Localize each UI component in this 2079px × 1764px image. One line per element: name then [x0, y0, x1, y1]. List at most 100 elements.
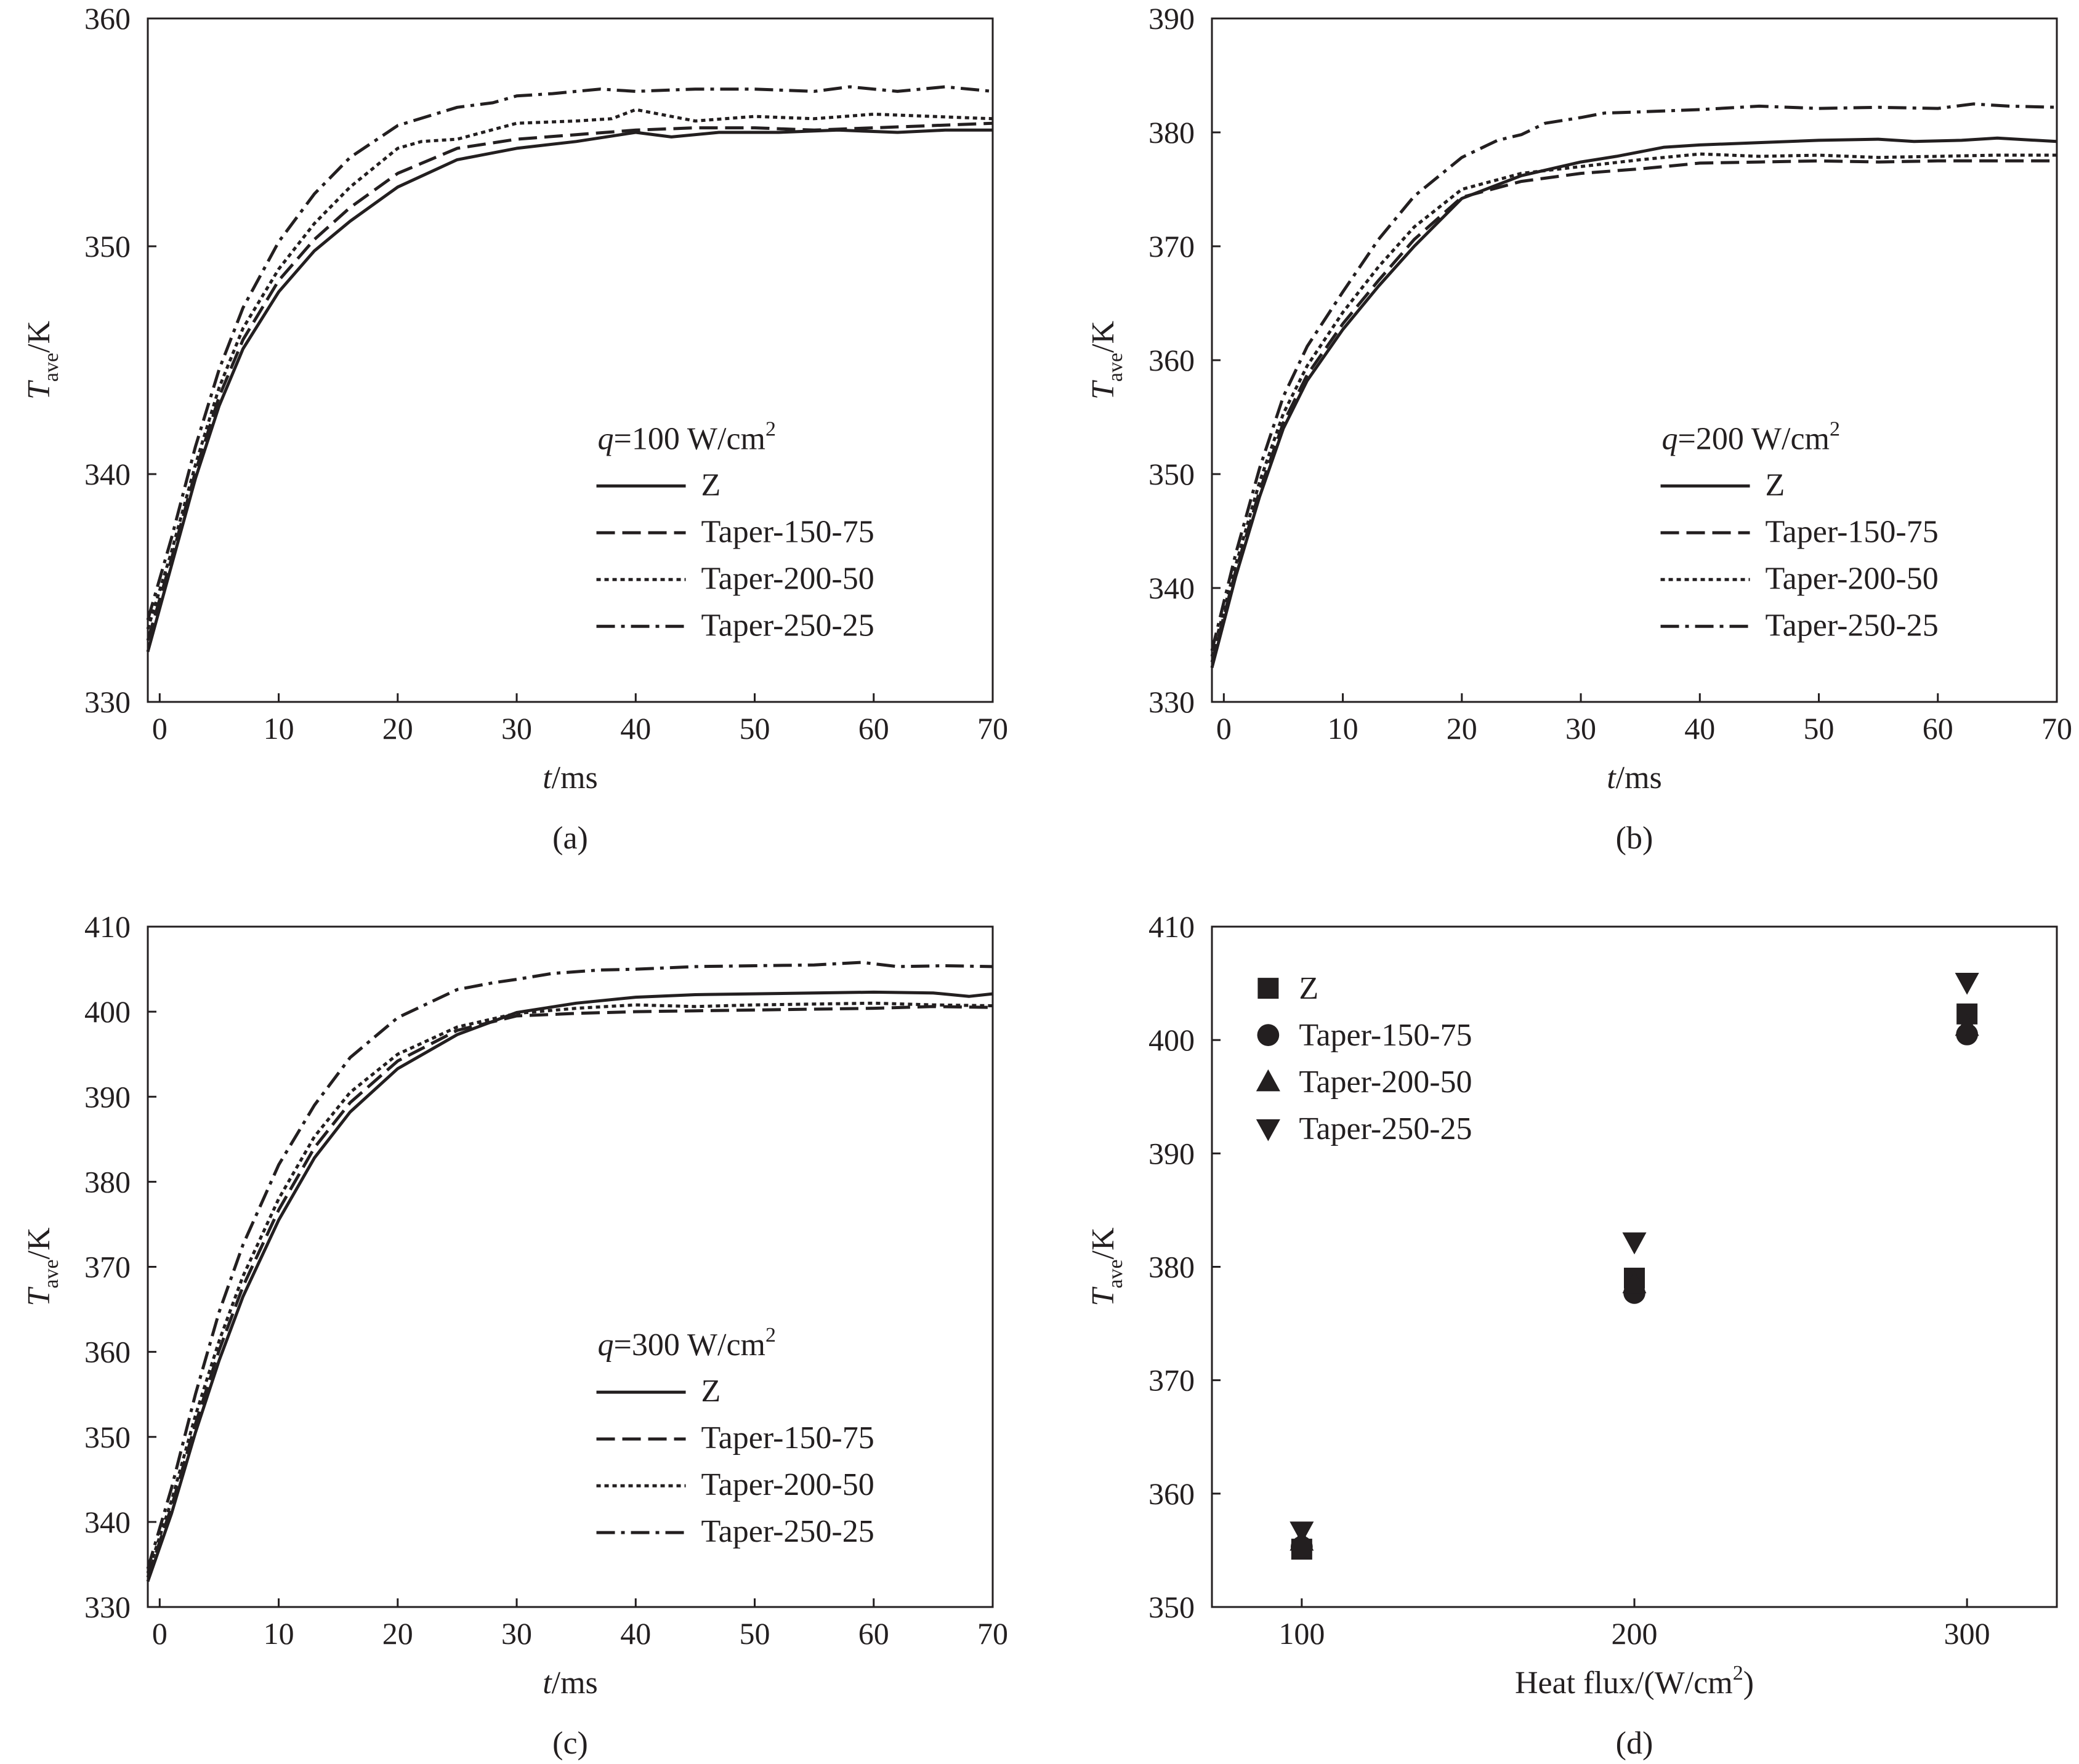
y-tick-label: 340	[1148, 571, 1195, 605]
y-tick-label: 380	[84, 1164, 131, 1199]
x-tick-label: 0	[152, 711, 168, 746]
x-tick-label: 0	[1216, 711, 1232, 746]
x-tick-label: 30	[501, 711, 532, 746]
series-line-z	[1210, 136, 2057, 669]
legend-label: Taper-150-75	[701, 1420, 874, 1456]
x-tick-label: 40	[1684, 711, 1715, 746]
x-axis-label-sup: 2	[1733, 1662, 1743, 1685]
series-line-taper-150-75	[146, 1005, 993, 1578]
y-tick-label: 350	[84, 229, 131, 264]
y-axis-label-var: T	[22, 380, 57, 400]
y-tick-label: 340	[84, 457, 131, 491]
series-line-taper-250-25	[146, 961, 993, 1569]
annotation-var: q	[598, 1327, 614, 1363]
x-axis-label: t/ms	[543, 1665, 598, 1701]
y-tick-label: 330	[84, 1590, 131, 1624]
annotation-text: =300 W/cm	[614, 1327, 765, 1363]
chart-b: 0 10 20 30 40 50 60 70 330 340 350 360 370 380 390 t/ms…	[1086, 1, 2072, 856]
y-tick-label: 380	[1148, 115, 1195, 150]
y-axis-label: Tave/K	[1086, 320, 1127, 400]
point-taper-200-50	[1622, 1271, 1647, 1294]
series-line-taper-200-50	[1210, 152, 2057, 657]
x-tick-label: 40	[620, 1616, 651, 1651]
chart-d: 100 200 300 350 360 370 380 390 400 410 Heat flux/…	[1086, 909, 2058, 1761]
x-axis-label: Heat flux/(W/cm2)	[1515, 1662, 1754, 1701]
annotation-sup: 2	[765, 1324, 776, 1347]
y-tick-label: 350	[84, 1420, 131, 1454]
y-tick-label: 370	[1148, 1363, 1195, 1398]
y-tick-label: 390	[1148, 1, 1195, 36]
y-tick-label: 330	[84, 685, 131, 719]
point-taper-200-50	[1955, 1013, 1979, 1036]
y-tick-label: 350	[1148, 457, 1195, 491]
chart-c: 0 10 20 30 40 50 60 70 330 340 350 360 370 380 390 400 4…	[22, 909, 1008, 1761]
legend-label: Z	[701, 1374, 721, 1409]
x-tick-label: 20	[382, 1616, 413, 1651]
legend-marker	[1256, 1069, 1280, 1092]
y-tick-label: 370	[1148, 229, 1195, 264]
y-tick-label: 400	[1148, 1023, 1195, 1057]
annotation-text: =200 W/cm	[1678, 421, 1830, 456]
x-tick-label: 200	[1612, 1616, 1658, 1651]
x-tick-label: 50	[1804, 711, 1835, 746]
y-axis-label-sub: ave	[40, 1259, 63, 1288]
legend-label: Z	[1299, 971, 1318, 1006]
annotation-sup: 2	[765, 417, 776, 440]
x-tick-label: 300	[1944, 1616, 1990, 1651]
annotation-sup: 2	[1830, 417, 1840, 440]
y-tick-label: 400	[84, 994, 131, 1029]
legend-label: Taper-200-50	[701, 561, 874, 596]
annotation-var: q	[598, 421, 614, 456]
heat-flux-annotation: q=200 W/cm2	[1662, 417, 1840, 456]
series-line-taper-150-75	[1210, 159, 2057, 663]
y-axis-label-unit: /K	[1086, 1227, 1121, 1259]
x-tick-label: 70	[2041, 711, 2072, 746]
legend-label: Taper-250-25	[1299, 1111, 1472, 1146]
x-tick-label: 20	[382, 711, 413, 746]
y-tick-label: 410	[1148, 909, 1195, 944]
y-tick-label: 390	[1148, 1136, 1195, 1170]
x-tick-label: 50	[740, 1616, 770, 1651]
legend-marker	[1256, 1119, 1280, 1142]
x-tick-label: 50	[740, 711, 770, 746]
legend-marker	[1257, 1024, 1280, 1046]
heat-flux-annotation: q=300 W/cm2	[598, 1324, 776, 1363]
y-tick-label: 360	[84, 1, 131, 36]
point-taper-250-25	[1290, 1521, 1314, 1544]
y-axis-label-sub: ave	[40, 353, 63, 382]
y-tick-label: 370	[84, 1250, 131, 1284]
legend-label: Taper-200-50	[701, 1467, 874, 1502]
x-axis-label-var: t	[1607, 760, 1617, 795]
panel-caption: (c)	[552, 1726, 588, 1761]
x-axis-label-unit: /ms	[552, 1665, 598, 1701]
legend-marker	[1257, 978, 1279, 999]
y-tick-label: 380	[1148, 1250, 1195, 1284]
panel-caption: (d)	[1616, 1726, 1653, 1761]
x-tick-label: 40	[620, 711, 651, 746]
plot-frame	[147, 17, 994, 703]
x-tick-label: 10	[1328, 711, 1358, 746]
x-tick-label: 100	[1278, 1616, 1325, 1651]
series-line-taper-150-75	[146, 121, 993, 641]
legend-label: Z	[1766, 467, 1785, 502]
x-axis-label-close: )	[1743, 1665, 1754, 1701]
x-axis-label: t/ms	[543, 760, 598, 795]
y-axis-label-sub: ave	[1104, 353, 1127, 382]
series-line-z	[146, 128, 993, 653]
y-axis-label: Tave/K	[22, 320, 63, 400]
x-axis-label: t/ms	[1607, 760, 1662, 795]
y-axis-label-var: T	[1086, 380, 1121, 400]
x-tick-label: 30	[1565, 711, 1596, 746]
plot-frame	[147, 925, 994, 1608]
legend-label: Taper-200-50	[1766, 561, 1939, 596]
series-line-taper-250-25	[146, 85, 993, 621]
x-tick-label: 60	[858, 1616, 889, 1651]
y-axis-label-unit: /K	[1086, 320, 1121, 352]
y-axis-label: Tave/K	[1086, 1227, 1127, 1307]
point-taper-250-25	[1955, 972, 1979, 995]
y-tick-label: 360	[1148, 343, 1195, 377]
y-axis-label-var: T	[1086, 1287, 1121, 1307]
x-tick-label: 30	[501, 1616, 532, 1651]
series-line-taper-200-50	[146, 108, 993, 630]
